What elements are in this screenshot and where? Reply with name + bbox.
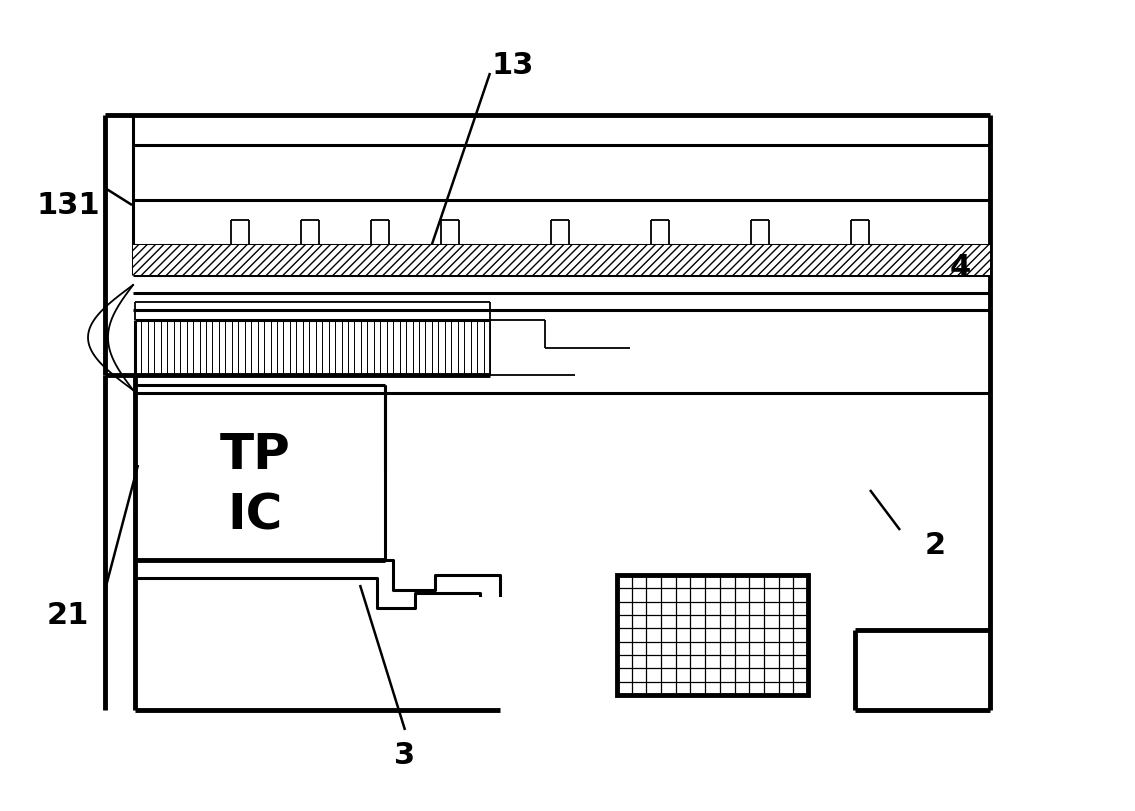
Text: 13: 13 [491, 50, 535, 79]
Bar [617, 575, 808, 695]
Text: 4: 4 [949, 254, 970, 282]
Bar [133, 245, 990, 275]
Text: 3: 3 [395, 740, 415, 770]
Text: 131: 131 [36, 191, 100, 220]
Text: 21: 21 [47, 600, 90, 629]
Text: TP: TP [220, 431, 291, 479]
Text: 2: 2 [924, 530, 945, 560]
Text: IC: IC [227, 491, 283, 539]
